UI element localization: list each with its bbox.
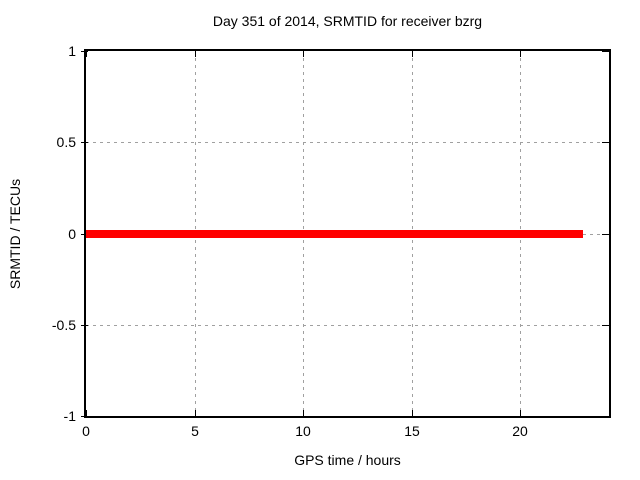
y-tick-label: -1 [63,408,76,424]
y-tick-label: -0.5 [51,317,76,333]
y-tick-mark-right [602,51,609,52]
x-tick-mark-top [412,51,413,57]
y-tick-mark-right [602,142,609,143]
series-line-srmtid [86,230,583,238]
plot-area: 0 5 10 15 20 -1 -0.5 0 0.5 1 [52,43,611,439]
x-tick-label: 10 [295,423,311,439]
x-tick-mark-bottom [412,410,413,416]
x-tick-mark-bottom [86,410,87,416]
x-axis-label: GPS time / hours [294,452,401,468]
x-tick-label: 20 [512,423,528,439]
y-tick-mark-right [602,234,609,235]
chart-title: Day 351 of 2014, SRMTID for receiver bzr… [212,13,483,29]
y-tick-mark-right [602,325,609,326]
x-tick-mark-top [86,51,87,57]
y-gridline [86,142,609,143]
y-tick-mark-right [602,416,609,417]
x-tick-mark-bottom [520,410,521,416]
y-tick-label: 0 [68,226,76,242]
y-tick-label: 0.5 [56,134,76,150]
y-tick-label: 1 [68,43,76,59]
y-gridline [86,325,609,326]
y-tick-mark-left [81,51,88,52]
x-tick-mark-top [195,51,196,57]
x-tick-mark-bottom [195,410,196,416]
y-tick-mark-left [81,325,88,326]
x-tick-label: 5 [191,423,199,439]
x-tick-mark-bottom [303,410,304,416]
x-tick-label: 0 [82,423,90,439]
y-tick-mark-left [81,234,88,235]
x-tick-mark-top [303,51,304,57]
x-tick-label: 15 [404,423,420,439]
x-tick-mark-top [520,51,521,57]
y-tick-mark-left [81,142,88,143]
y-tick-mark-left [81,416,88,417]
